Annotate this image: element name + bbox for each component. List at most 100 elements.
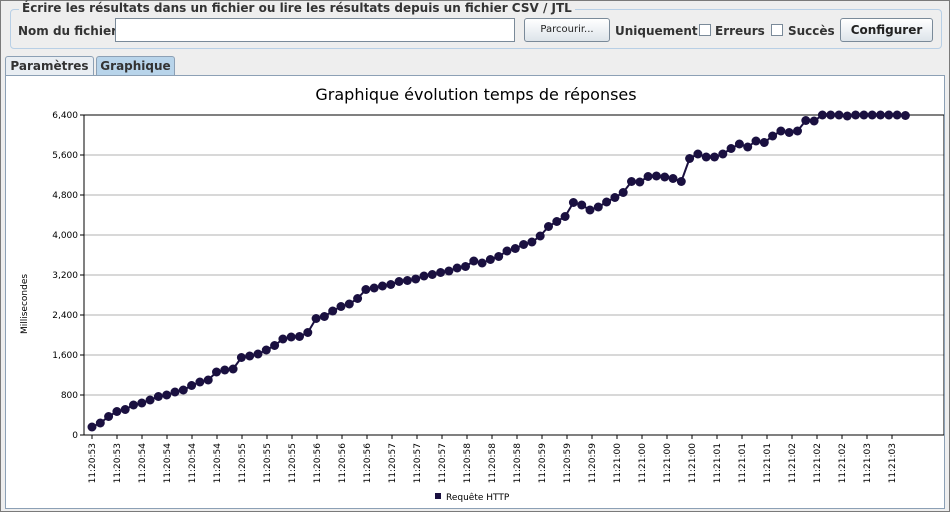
legend-label: Requête HTTP (446, 492, 510, 503)
errors-checkbox[interactable] (699, 24, 711, 36)
data-point (436, 268, 446, 277)
series-requete-http (87, 110, 910, 432)
x-tick-label: 11:20:54 (213, 443, 223, 484)
data-point (502, 246, 512, 256)
y-tick-label: 6,400 (52, 111, 78, 121)
x-tick-label: 11:20:55 (288, 443, 298, 483)
data-point (178, 385, 188, 395)
data-point (187, 381, 197, 390)
success-label[interactable]: Succès (788, 24, 835, 38)
y-axis-label: Millisecondes (20, 274, 30, 334)
data-point (419, 271, 429, 281)
x-tick-label: 11:20:57 (413, 443, 423, 483)
y-tick-label: 4,000 (52, 231, 78, 241)
data-point (793, 126, 802, 136)
success-checkbox[interactable] (771, 24, 783, 36)
x-tick-label: 11:21:00 (638, 443, 648, 484)
filename-field[interactable] (115, 18, 515, 42)
data-point (568, 198, 578, 207)
data-point (718, 149, 728, 159)
data-point (643, 172, 653, 181)
grid-lines (84, 154, 944, 396)
data-point (461, 262, 470, 271)
data-point (295, 332, 304, 341)
x-tick-label: 11:20:55 (238, 443, 248, 483)
y-tick-label: 3,200 (52, 271, 78, 281)
data-point (361, 285, 371, 294)
x-tick-label: 11:21:03 (888, 443, 898, 483)
chart-title: Graphique évolution temps de réponses (315, 85, 636, 104)
x-tick-label: 11:20:56 (338, 443, 348, 484)
data-point (220, 365, 230, 375)
data-point (270, 341, 280, 350)
y-tick-label: 2,400 (52, 311, 78, 321)
data-point (328, 306, 338, 316)
data-point (203, 375, 213, 385)
data-point (610, 193, 620, 202)
x-tick-label: 11:20:56 (313, 443, 323, 484)
x-tick-label: 11:20:58 (463, 443, 473, 484)
data-point (120, 405, 130, 414)
data-point (104, 412, 114, 421)
data-point (809, 116, 819, 126)
tab-parametres[interactable]: Paramètres (5, 56, 94, 75)
data-point (378, 281, 387, 291)
x-tick-label: 11:21:03 (863, 443, 873, 483)
data-point (826, 110, 836, 120)
data-point (710, 152, 719, 162)
series-line (91, 114, 906, 428)
x-tick-label: 11:20:58 (488, 443, 498, 484)
data-point (411, 274, 421, 284)
x-tick-label: 11:20:54 (138, 443, 148, 484)
errors-label[interactable]: Erreurs (715, 24, 765, 38)
data-point (319, 312, 329, 321)
tab-graphique[interactable]: Graphique (96, 56, 175, 75)
data-point (759, 138, 769, 147)
data-point (751, 136, 761, 146)
data-point (535, 231, 545, 241)
x-tick-label: 11:20:59 (588, 443, 598, 484)
y-tick-label: 1,600 (52, 351, 78, 361)
data-point (369, 283, 379, 293)
legend: Requête HTTP (435, 492, 510, 503)
data-point (784, 128, 794, 137)
data-point (851, 110, 861, 120)
data-point (195, 377, 205, 387)
data-point (494, 252, 504, 261)
data-point (834, 110, 844, 120)
x-tick-label: 11:20:57 (438, 443, 448, 483)
data-point (776, 126, 786, 136)
data-point (519, 240, 529, 249)
data-point (286, 332, 296, 342)
data-point (693, 149, 703, 159)
configure-button[interactable]: Configurer (840, 18, 933, 42)
file-group-title: Écrire les résultats dans un fichier ou … (19, 1, 575, 15)
data-point (162, 390, 172, 400)
data-point (510, 244, 520, 253)
data-point (685, 154, 695, 163)
browse-button[interactable]: Parcourir... (524, 18, 610, 42)
x-tick-label: 11:20:53 (88, 443, 98, 483)
x-tick-label: 11:20:56 (363, 443, 373, 484)
data-point (386, 280, 396, 289)
data-point (353, 294, 363, 303)
data-point (527, 237, 537, 247)
data-point (253, 349, 263, 359)
file-row: Nom du fichier : Parcourir... Uniquement… (18, 18, 943, 44)
data-point (311, 314, 321, 323)
data-point (801, 116, 811, 125)
x-tick-label: 11:21:02 (788, 443, 798, 483)
data-point (768, 131, 778, 141)
data-point (145, 395, 155, 405)
data-point (701, 152, 711, 162)
x-tick-label: 11:21:00 (613, 443, 623, 484)
x-tick-label: 11:20:58 (513, 443, 523, 484)
data-point (867, 110, 877, 120)
file-group: Écrire les résultats dans un fichier ou … (10, 1, 942, 49)
data-point (402, 276, 412, 285)
legend-swatch (435, 493, 441, 499)
data-point (618, 188, 628, 197)
data-point (477, 258, 487, 268)
data-point (593, 202, 603, 212)
